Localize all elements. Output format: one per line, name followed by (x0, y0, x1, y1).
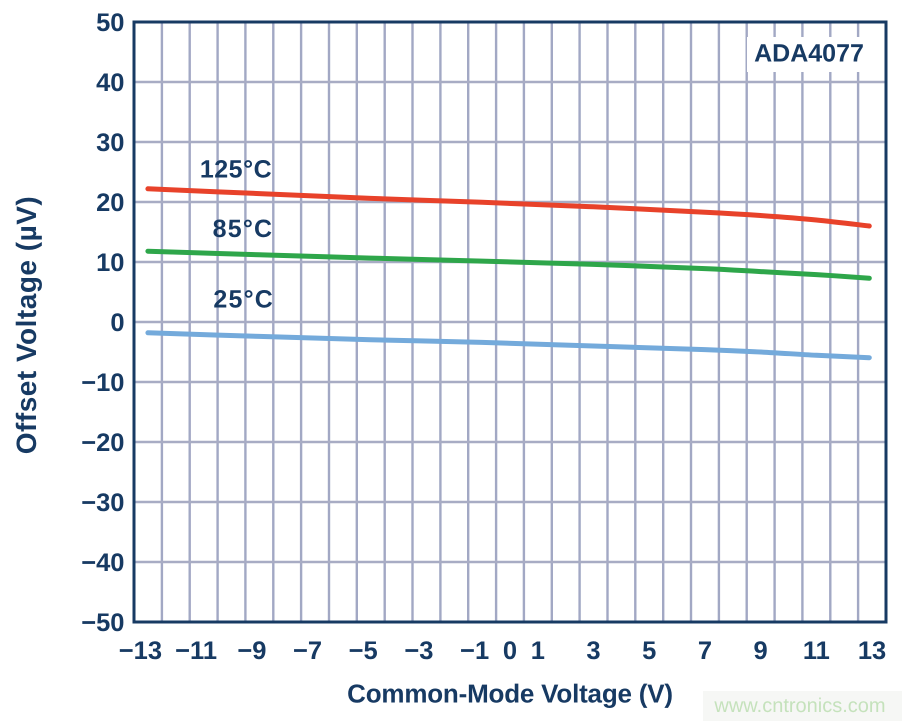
svg-text:10: 10 (96, 249, 124, 277)
svg-text:−40: −40 (81, 549, 124, 577)
svg-text:20: 20 (96, 189, 124, 217)
svg-text:ADA4077: ADA4077 (754, 40, 864, 68)
svg-text:www.cntronics.com: www.cntronics.com (713, 695, 885, 717)
svg-text:5: 5 (642, 637, 656, 665)
svg-text:−7: −7 (293, 637, 322, 665)
svg-text:−50: −50 (81, 609, 124, 637)
svg-text:13: 13 (858, 637, 886, 665)
svg-text:1: 1 (531, 637, 545, 665)
svg-text:−11: −11 (175, 637, 217, 665)
svg-text:9: 9 (754, 637, 768, 665)
svg-text:40: 40 (96, 69, 124, 97)
svg-text:−20: −20 (81, 429, 124, 457)
svg-text:0: 0 (503, 637, 517, 665)
svg-text:Common-Mode Voltage (V): Common-Mode Voltage (V) (347, 679, 673, 709)
svg-text:−5: −5 (349, 637, 378, 665)
svg-text:−13: −13 (119, 637, 162, 665)
svg-text:−3: −3 (404, 637, 433, 665)
svg-text:0: 0 (110, 309, 124, 337)
svg-text:30: 30 (96, 129, 124, 157)
svg-text:Offset Voltage (µV): Offset Voltage (µV) (11, 196, 42, 454)
svg-text:85°C: 85°C (213, 215, 274, 243)
svg-text:−1: −1 (460, 637, 489, 665)
svg-text:7: 7 (698, 637, 712, 665)
svg-text:−9: −9 (237, 637, 266, 665)
svg-text:−30: −30 (81, 489, 124, 517)
svg-text:3: 3 (586, 637, 600, 665)
svg-text:25°C: 25°C (213, 286, 274, 314)
svg-text:50: 50 (96, 9, 124, 37)
svg-text:−10: −10 (81, 369, 124, 397)
svg-text:125°C: 125°C (200, 155, 272, 183)
svg-text:11: 11 (803, 637, 830, 665)
